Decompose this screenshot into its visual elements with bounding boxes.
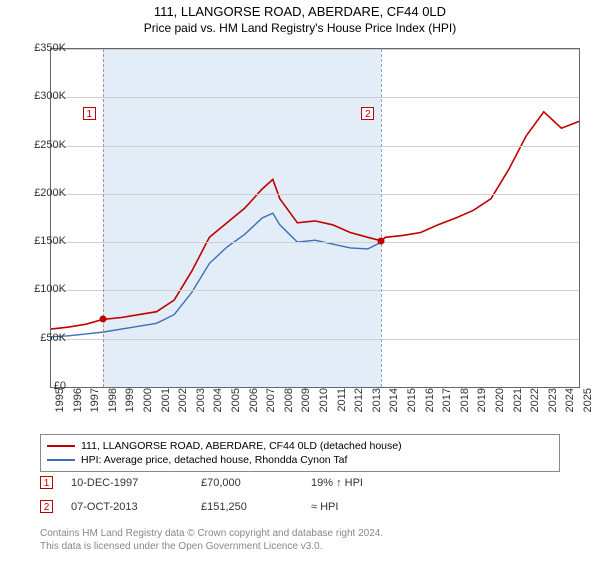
sale-price-1: £70,000 [201,477,311,489]
series-red [51,112,579,329]
y-tick-label: £150K [34,235,66,247]
sale-date-line [103,49,104,387]
gridline [51,97,579,98]
y-tick-label: £350K [34,42,66,54]
x-tick-label: 2012 [353,388,365,428]
x-tick-label: 2013 [371,388,383,428]
sale-row-1: 1 10-DEC-1997 £70,000 19% ↑ HPI [40,476,560,489]
x-tick-label: 2025 [582,388,594,428]
gridline [51,242,579,243]
y-tick-label: £250K [34,139,66,151]
gridline [51,194,579,195]
x-tick-label: 2001 [160,388,172,428]
legend-label-red: 111, LLANGORSE ROAD, ABERDARE, CF44 0LD … [81,440,402,452]
y-tick-label: £50K [40,332,66,344]
chart-title: 111, LLANGORSE ROAD, ABERDARE, CF44 0LD [0,4,600,19]
x-tick-label: 2016 [424,388,436,428]
x-tick-label: 2019 [476,388,488,428]
x-tick-label: 1998 [107,388,119,428]
sale-note-1: 19% ↑ HPI [311,477,363,489]
x-tick-label: 2007 [265,388,277,428]
x-tick-label: 2002 [177,388,189,428]
y-tick-label: £300K [34,90,66,102]
footer-attribution: Contains HM Land Registry data © Crown c… [40,528,560,553]
sale-marker-inline: 1 [83,107,96,120]
x-tick-label: 2008 [283,388,295,428]
x-tick-label: 2004 [212,388,224,428]
sale-date-line [381,49,382,387]
x-tick-label: 1996 [72,388,84,428]
x-tick-label: 2006 [248,388,260,428]
x-tick-label: 2022 [529,388,541,428]
legend: 111, LLANGORSE ROAD, ABERDARE, CF44 0LD … [40,434,560,472]
x-tick-label: 2014 [388,388,400,428]
gridline [51,146,579,147]
sale-price-2: £151,250 [201,501,311,513]
sale-dot [99,316,106,323]
x-tick-label: 2018 [459,388,471,428]
x-tick-label: 2023 [547,388,559,428]
x-tick-label: 2011 [336,388,348,428]
x-tick-label: 2015 [406,388,418,428]
sale-date-1: 10-DEC-1997 [71,477,201,489]
sale-date-2: 07-OCT-2013 [71,501,201,513]
x-tick-label: 2010 [318,388,330,428]
sale-marker-1: 1 [40,476,53,489]
footer-line-2: This data is licensed under the Open Gov… [40,541,560,554]
footer-line-1: Contains HM Land Registry data © Crown c… [40,528,560,541]
x-tick-label: 2020 [494,388,506,428]
x-tick-label: 2021 [512,388,524,428]
legend-swatch-red [47,445,75,447]
plot-area: 12 [50,48,580,388]
x-tick-label: 2024 [564,388,576,428]
gridline [51,49,579,50]
x-tick-label: 1999 [124,388,136,428]
x-tick-label: 2005 [230,388,242,428]
x-tick-label: 2017 [441,388,453,428]
legend-swatch-blue [47,459,75,461]
x-tick-label: 2000 [142,388,154,428]
gridline [51,339,579,340]
sale-row-2: 2 07-OCT-2013 £151,250 ≈ HPI [40,500,560,513]
y-tick-label: £100K [34,283,66,295]
x-tick-label: 2003 [195,388,207,428]
chart-container: 111, LLANGORSE ROAD, ABERDARE, CF44 0LD … [0,4,600,564]
legend-label-blue: HPI: Average price, detached house, Rhon… [81,454,347,466]
legend-item-blue: HPI: Average price, detached house, Rhon… [47,453,553,467]
y-tick-label: £200K [34,187,66,199]
sale-marker-2: 2 [40,500,53,513]
sale-note-2: ≈ HPI [311,501,338,513]
legend-item-red: 111, LLANGORSE ROAD, ABERDARE, CF44 0LD … [47,439,553,453]
gridline [51,290,579,291]
sale-dot [378,237,385,244]
line-series [51,49,579,387]
sale-marker-inline: 2 [361,107,374,120]
x-tick-label: 1995 [54,388,66,428]
x-tick-label: 2009 [300,388,312,428]
x-tick-label: 1997 [89,388,101,428]
chart-subtitle: Price paid vs. HM Land Registry's House … [0,21,600,35]
